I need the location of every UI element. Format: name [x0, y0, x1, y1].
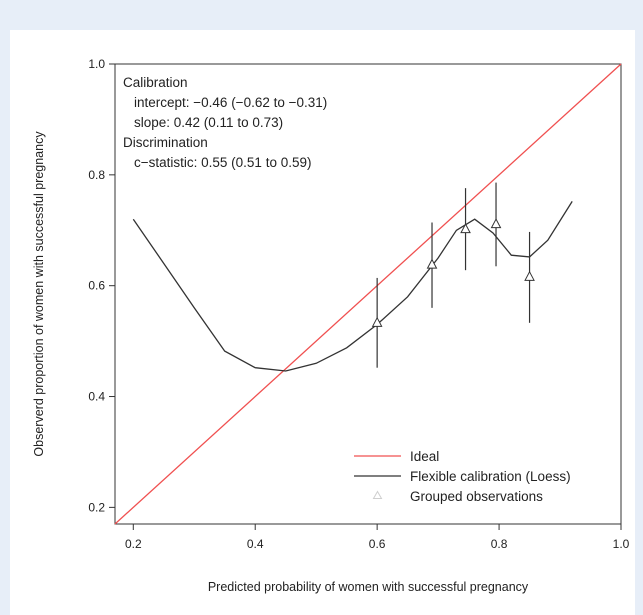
loess-curve: [132, 201, 573, 372]
x-tick-label: 1.0: [613, 537, 630, 551]
ideal-line: [114, 63, 622, 525]
legend-ideal-label: Ideal: [410, 449, 439, 464]
legend-loess-label: Flexible calibration (Loess): [410, 469, 571, 484]
calibration-plot: 0.2 0.4 0.6 0.8 1.0 0.2 0.4 0.6 0.8 1.0 Predicte…: [32, 57, 630, 594]
observation-triangle: [524, 270, 535, 281]
annotation-calibration-title: Calibration: [123, 75, 188, 90]
legend-observations-label: Grouped observations: [410, 489, 543, 504]
loess-series: [132, 201, 573, 372]
annotation-block: Calibration intercept: −0.46 (−0.62 to −…: [123, 75, 327, 170]
y-tick-label: 0.6: [88, 279, 105, 293]
y-tick-label: 1.0: [88, 57, 105, 71]
y-tick-label: 0.8: [88, 168, 105, 182]
observation-triangle: [371, 316, 383, 327]
observation-triangle: [426, 258, 438, 269]
legend: Ideal Flexible calibration (Loess) Group…: [354, 449, 571, 504]
x-tick-label: 0.2: [125, 537, 142, 551]
x-axis-label: Predicted probability of women with succ…: [208, 580, 529, 594]
observation-triangle: [490, 218, 502, 229]
grouped-observations-series: [371, 182, 535, 368]
y-axis: 0.2 0.4 0.6 0.8 1.0: [88, 57, 115, 514]
plot-frame: [114, 63, 622, 525]
y-tick-label: 0.2: [88, 500, 105, 514]
y-tick-label: 0.4: [88, 390, 105, 404]
annotation-intercept: intercept: −0.46 (−0.62 to −0.31): [134, 95, 327, 110]
annotation-discrimination-title: Discrimination: [123, 135, 208, 150]
x-tick-label: 0.6: [369, 537, 386, 551]
ideal-series: [114, 63, 622, 525]
x-axis: 0.2 0.4 0.6 0.8 1.0: [125, 524, 630, 551]
annotation-slope: slope: 0.42 (0.11 to 0.73): [134, 115, 283, 130]
legend-observations-swatch: [372, 490, 383, 499]
annotation-c-statistic: c−statistic: 0.55 (0.51 to 0.59): [134, 155, 311, 170]
x-tick-label: 0.8: [491, 537, 508, 551]
observation-triangle: [460, 223, 471, 234]
y-axis-label: Observerd proportion of women with succe…: [32, 131, 46, 457]
chart-panel: 0.2 0.4 0.6 0.8 1.0 0.2 0.4 0.6 0.8 1.0 Predicte…: [10, 30, 635, 615]
x-tick-label: 0.4: [247, 537, 264, 551]
